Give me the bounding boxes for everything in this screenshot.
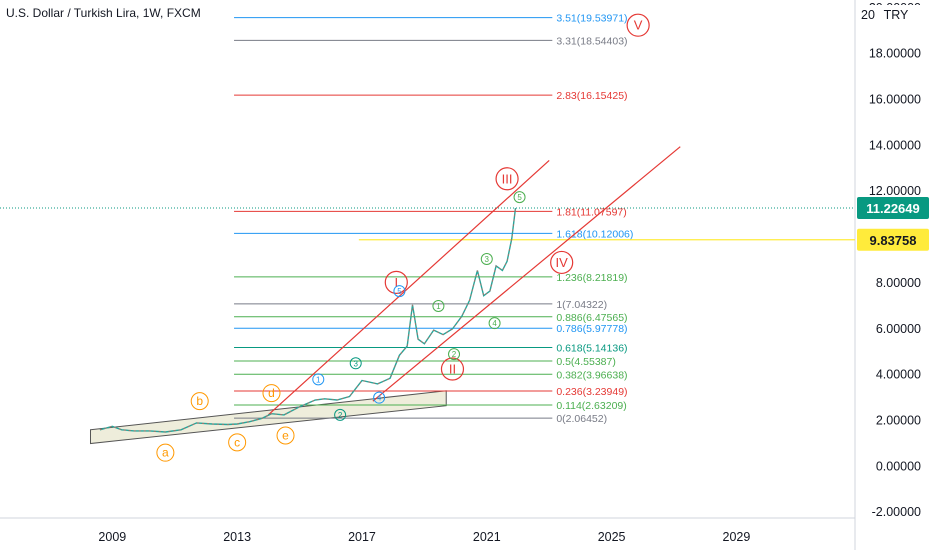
fib-level-label: 1.236(8.21819)	[556, 272, 627, 284]
wave-label-circle	[190, 392, 209, 411]
fib-level-label: 0.114(2.63209)	[556, 400, 626, 412]
wave-label-text: II	[449, 362, 456, 377]
x-axis-tick-label: 2017	[348, 530, 376, 544]
wave-label-text: 1	[436, 302, 441, 311]
wave-label-text: 2	[452, 350, 457, 359]
fib-level-label: 0.236(3.23949)	[556, 386, 627, 398]
chart-title: U.S. Dollar / Turkish Lira, 1W, FXCM	[6, 6, 201, 20]
fib-level-label: 0.618(5.14136)	[556, 342, 627, 354]
y-axis-tick-label: 0.00000	[876, 459, 921, 473]
wave-label-circle	[440, 357, 465, 381]
y-axis-tick-label: 4.00000	[876, 368, 921, 382]
wave-label-circle	[334, 408, 347, 421]
price-tag	[857, 196, 929, 219]
wave-label-circle	[550, 250, 574, 275]
x-axis-tick-label: 2013	[223, 530, 251, 544]
fib-level-label: 0.886(6.47565)	[556, 312, 627, 324]
y-axis-tick-label: 6.00000	[876, 322, 921, 336]
trend-line	[372, 146, 681, 402]
wave-label-text: 5	[397, 287, 402, 296]
fib-level-label: 3.31(18.54403)	[556, 35, 627, 47]
wave-label-circle	[156, 443, 175, 462]
wave-label-text: 4	[377, 394, 382, 403]
wave-label-text: c	[234, 435, 240, 449]
price-tag	[857, 228, 929, 251]
wave-label-text: 5	[517, 193, 522, 202]
wave-label-text: V	[634, 18, 643, 33]
wave-label-circle	[432, 299, 445, 312]
fib-level-label: 0.382(3.96638)	[556, 369, 627, 381]
price-tag-label: 11.22649	[866, 201, 920, 216]
wave-label-text: III	[502, 171, 513, 186]
wave-label-circle	[488, 317, 501, 330]
y-axis-tick-label: 16.00000	[869, 93, 921, 107]
wave-label-text: b	[196, 394, 203, 408]
wave-label-circle	[312, 373, 325, 386]
fib-level-label: 1.81(11.07597)	[556, 206, 626, 218]
fib-level-label: 1.618(10.12006)	[556, 228, 633, 240]
wave-label-circle	[626, 13, 650, 37]
fib-level-label: 0.5(4.55387)	[556, 356, 616, 368]
wave-label-text: e	[282, 428, 289, 442]
wave-label-text: 4	[492, 319, 497, 328]
wave-label-text: 3	[354, 359, 359, 368]
wave-label-text: 2	[338, 411, 343, 420]
fib-level-label: 1(7.04322)	[556, 299, 607, 311]
wave-label-circle	[262, 384, 281, 403]
y-axis-unit-label: TRY	[884, 8, 909, 22]
wave-label-circle	[513, 191, 526, 204]
y-axis-tick-label: -2.00000	[872, 505, 921, 519]
wave-label-circle	[480, 253, 493, 265]
fib-level-label: 2.83(16.15425)	[556, 90, 627, 102]
x-axis-tick-label: 2009	[98, 530, 126, 544]
x-axis-tick-label: 2021	[473, 530, 501, 544]
wave-label-circle	[349, 357, 362, 370]
trend-line	[267, 159, 550, 416]
x-axis-tick-label: 2029	[723, 530, 751, 544]
fib-level-label: 0(2.06452)	[556, 413, 607, 425]
wave-label-text: IV	[556, 255, 569, 270]
price-series-candles	[99, 208, 516, 433]
wave-label-text: d	[268, 386, 275, 400]
wave-label-circle	[393, 285, 406, 298]
y-axis-tick-label: 14.00000	[869, 138, 921, 152]
y-axis-tick-label: 18.00000	[869, 47, 921, 61]
y-axis-tick-label: 8.00000	[876, 276, 921, 290]
price-tag-label: 9.83758	[870, 233, 917, 248]
wave-label-text: a	[162, 446, 169, 460]
wave-label-circle	[448, 348, 461, 361]
wave-label-circle	[276, 426, 295, 445]
y-axis-tick-label: 12.00000	[869, 184, 921, 198]
fib-level-label: 0.786(5.97778)	[556, 323, 627, 335]
wave-label-circle	[495, 167, 519, 191]
y-axis-tick-label: 20	[861, 8, 875, 22]
wave-label-circle	[373, 391, 386, 404]
wave-label-text: I	[394, 275, 398, 290]
wave-label-text: 1	[316, 375, 321, 384]
wave-label-circle	[228, 433, 247, 452]
y-axis-unit-bg	[857, 5, 932, 23]
y-axis-tick-label: 2.00000	[876, 413, 921, 427]
wave-label-circle	[384, 270, 408, 294]
x-axis-tick-label: 2025	[598, 530, 626, 544]
wave-label-text: 3	[485, 255, 490, 264]
fib-level-label: 3.51(19.53971)	[556, 13, 627, 25]
